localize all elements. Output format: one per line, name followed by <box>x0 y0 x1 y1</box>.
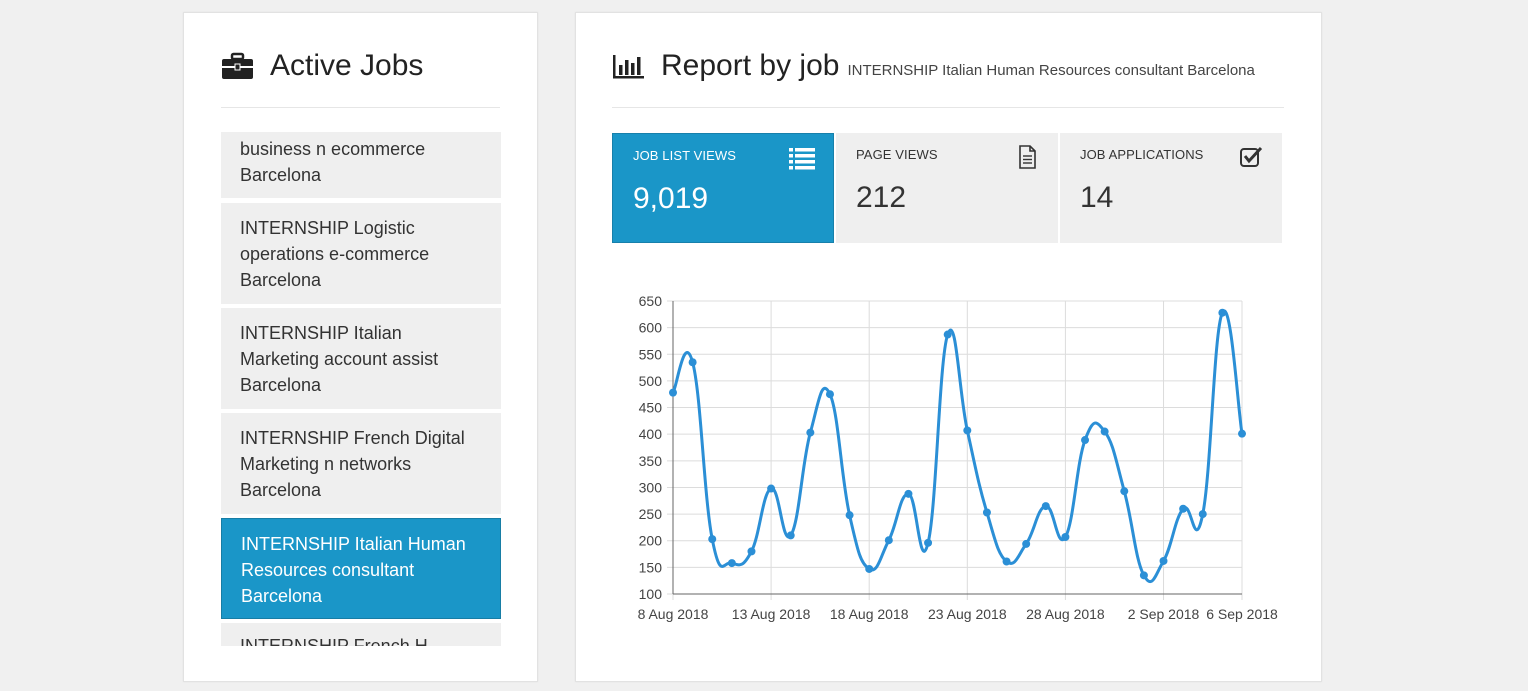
x-tick-label: 13 Aug 2018 <box>732 606 811 622</box>
bar-chart-icon <box>613 55 644 79</box>
active-jobs-header: Active Jobs <box>221 49 423 83</box>
data-point[interactable] <box>727 559 736 568</box>
report-job-name: INTERNSHIP Italian Human Resources consu… <box>847 61 1255 79</box>
x-tick-label: 18 Aug 2018 <box>830 606 909 622</box>
y-tick-label: 500 <box>639 373 663 389</box>
y-tick-label: 600 <box>639 320 663 336</box>
tile-value: 9,019 <box>633 182 709 215</box>
active-jobs-panel: Active Jobs business n ecommerce Barcelo… <box>183 12 538 682</box>
tile-label: PAGE VIEWS <box>856 147 938 162</box>
job-item[interactable]: INTERNSHIP Italian Marketing account ass… <box>221 308 501 409</box>
data-point[interactable] <box>884 536 893 545</box>
data-point[interactable] <box>924 538 933 547</box>
data-point[interactable] <box>865 564 874 573</box>
y-tick-label: 300 <box>639 479 663 495</box>
tile-job-applications[interactable]: JOB APPLICATIONS 14 <box>1060 133 1282 243</box>
tile-value: 14 <box>1080 181 1114 214</box>
data-point[interactable] <box>1218 308 1227 317</box>
data-point[interactable] <box>963 426 972 435</box>
data-point[interactable] <box>1159 556 1168 565</box>
tile-page-views[interactable]: PAGE VIEWS 212 <box>836 133 1058 243</box>
chart-tick-labels: 100 150 200 250 300 350 400 450 500 550 600 650 8 Au… <box>638 293 1278 622</box>
tile-label: JOB APPLICATIONS <box>1080 147 1204 162</box>
data-point[interactable] <box>1139 571 1148 580</box>
data-point[interactable] <box>688 358 697 367</box>
data-point[interactable] <box>669 388 677 397</box>
data-point[interactable] <box>1120 487 1129 496</box>
data-point[interactable] <box>1081 436 1090 445</box>
x-tick-label: 6 Sep 2018 <box>1206 606 1278 622</box>
active-jobs-title: Active Jobs <box>270 49 424 82</box>
y-tick-label: 550 <box>639 346 663 362</box>
y-tick-label: 250 <box>639 506 663 522</box>
tile-job-list-views[interactable]: JOB LIST VIEWS 9,019 <box>612 133 834 243</box>
y-tick-label: 650 <box>639 293 663 309</box>
y-tick-label: 150 <box>639 559 663 575</box>
data-point[interactable] <box>806 428 815 437</box>
data-point[interactable] <box>1002 557 1011 566</box>
list-icon <box>789 148 815 170</box>
report-panel: Report by job INTERNSHIP Italian Human R… <box>575 12 1322 682</box>
tile-label: JOB LIST VIEWS <box>633 148 737 163</box>
y-tick-label: 350 <box>639 453 663 469</box>
tile-value: 212 <box>856 181 907 214</box>
jobs-list[interactable]: business n ecommerce Barcelona INTERNSHIP… <box>221 132 501 646</box>
data-point[interactable] <box>767 484 776 493</box>
document-icon <box>1019 145 1036 169</box>
data-point[interactable] <box>904 489 913 498</box>
data-point[interactable] <box>708 535 717 544</box>
job-item-active[interactable]: INTERNSHIP Italian Human Resources consu… <box>221 518 501 619</box>
job-item[interactable]: INTERNSHIP Logistic operations e-commerc… <box>221 203 501 304</box>
data-point[interactable] <box>1061 532 1070 541</box>
data-point[interactable] <box>1179 504 1188 513</box>
y-tick-label: 450 <box>639 400 663 416</box>
chart-points <box>669 308 1246 580</box>
data-point[interactable] <box>982 508 991 517</box>
data-point[interactable] <box>747 547 756 556</box>
chart-axes <box>672 301 1242 595</box>
x-tick-label: 28 Aug 2018 <box>1026 606 1105 622</box>
data-point[interactable] <box>943 330 952 339</box>
data-point[interactable] <box>1041 502 1050 511</box>
data-point[interactable] <box>1198 510 1207 519</box>
left-divider <box>221 107 500 108</box>
job-item[interactable]: INTERNSHIP French Digital Marketing n ne… <box>221 413 501 514</box>
checkbox-icon <box>1240 146 1263 167</box>
data-point[interactable] <box>825 390 834 399</box>
report-title: Report by job <box>661 49 840 82</box>
x-tick-label: 2 Sep 2018 <box>1128 606 1200 622</box>
job-item[interactable]: INTERNSHIP French H... <box>221 623 501 646</box>
briefcase-icon <box>222 52 253 79</box>
y-tick-label: 100 <box>639 586 663 602</box>
x-tick-label: 8 Aug 2018 <box>638 606 709 622</box>
data-point[interactable] <box>786 531 795 540</box>
views-line-chart: 100 150 200 250 300 350 400 450 500 550 600 650 8 Au… <box>638 293 1278 622</box>
right-divider <box>612 107 1284 108</box>
x-tick-label: 23 Aug 2018 <box>928 606 1007 622</box>
data-point[interactable] <box>845 511 854 520</box>
report-header: Report by job INTERNSHIP Italian Human R… <box>612 49 1255 83</box>
data-point[interactable] <box>1100 427 1109 436</box>
y-tick-label: 200 <box>639 533 663 549</box>
job-item[interactable]: business n ecommerce Barcelona <box>221 132 501 198</box>
data-point[interactable] <box>1238 429 1246 438</box>
data-point[interactable] <box>1022 539 1031 548</box>
y-tick-label: 400 <box>639 426 663 442</box>
